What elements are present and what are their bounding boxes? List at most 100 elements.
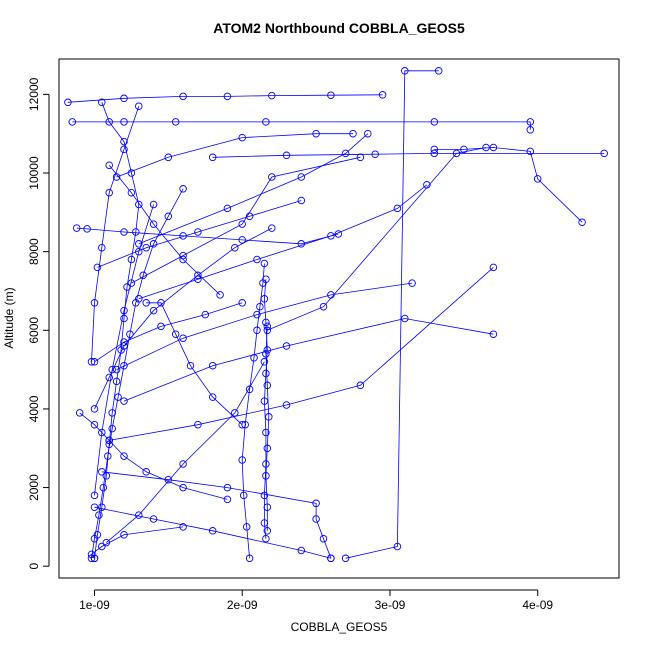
data-point <box>349 129 357 138</box>
data-point <box>179 334 187 342</box>
series-24 <box>90 200 158 500</box>
data-point <box>194 228 202 236</box>
data-point <box>135 240 143 248</box>
data-point <box>245 385 254 394</box>
data-point <box>104 452 112 460</box>
data-point <box>142 243 150 252</box>
y-tick-label: 12000 <box>27 77 41 111</box>
series-18 <box>127 153 365 287</box>
data-point <box>263 326 272 335</box>
data-point <box>319 302 328 311</box>
data-point <box>149 306 158 315</box>
data-point <box>253 310 261 319</box>
series-21 <box>87 523 187 563</box>
data-point <box>533 175 542 183</box>
data-point <box>90 503 99 511</box>
data-point <box>238 133 246 142</box>
data-point <box>90 554 99 563</box>
data-point <box>364 129 372 138</box>
data-point <box>356 381 365 390</box>
data-point <box>120 361 128 370</box>
data-point <box>378 91 387 99</box>
series-19 <box>135 129 372 248</box>
data-point <box>90 420 99 429</box>
data-point <box>157 299 165 307</box>
series-25 <box>90 224 276 413</box>
data-point <box>489 143 498 152</box>
data-point <box>312 499 320 508</box>
data-point <box>112 377 121 386</box>
data-point <box>105 373 113 382</box>
series-line <box>72 121 531 130</box>
data-point <box>72 224 81 232</box>
data-point <box>260 259 269 268</box>
data-point <box>90 405 99 413</box>
data-point <box>120 118 128 126</box>
data-point <box>268 91 276 100</box>
series-line <box>67 94 383 103</box>
series-line <box>94 204 154 496</box>
data-point <box>120 94 128 103</box>
data-point <box>297 173 306 181</box>
series-16 <box>98 468 335 563</box>
y-axis-label: Altitude (m) <box>2 287 16 348</box>
data-point <box>120 228 128 236</box>
data-point <box>83 225 91 233</box>
data-point <box>179 255 187 264</box>
series-13 <box>112 279 416 374</box>
series-22 <box>87 102 143 366</box>
y-tick-label: 10000 <box>27 156 41 190</box>
data-point <box>238 299 246 307</box>
data-point <box>268 173 276 181</box>
y-tick-label: 2000 <box>27 474 41 501</box>
data-point <box>282 151 291 160</box>
x-tick-label: 4e-09 <box>522 598 553 612</box>
data-point <box>126 330 134 338</box>
series-28 <box>75 409 232 504</box>
data-point <box>216 291 224 299</box>
data-point <box>120 397 128 405</box>
data-point <box>194 420 202 429</box>
chart-title: ATOM2 Northbound COBBLA_GEOS5 <box>213 20 465 36</box>
series-line <box>116 133 353 178</box>
data-point <box>223 204 232 213</box>
data-point <box>297 196 306 205</box>
data-point <box>120 338 128 346</box>
data-point <box>135 200 143 209</box>
data-point <box>194 275 202 283</box>
series-line <box>97 200 302 268</box>
data-point <box>98 98 106 107</box>
series-line <box>108 164 221 296</box>
data-point <box>263 444 272 453</box>
series-3 <box>260 275 272 543</box>
data-point <box>102 538 111 547</box>
series-line <box>91 106 140 362</box>
data-point <box>393 542 402 551</box>
series-line <box>109 267 494 441</box>
series-7 <box>208 149 608 162</box>
data-point <box>245 554 254 563</box>
series-line <box>94 102 140 559</box>
series-17 <box>90 503 335 563</box>
data-point <box>149 515 158 523</box>
data-point <box>327 291 335 299</box>
series-6 <box>341 67 443 563</box>
y-tick-label: 4000 <box>27 395 41 422</box>
series-30 <box>90 299 246 366</box>
series-27 <box>93 196 306 272</box>
data-point <box>120 531 128 539</box>
data-point <box>105 436 113 445</box>
data-point <box>526 147 535 156</box>
y-tick-label: 8000 <box>27 238 41 265</box>
data-point <box>179 483 187 492</box>
data-point <box>120 342 128 350</box>
data-point <box>526 118 535 126</box>
data-point <box>149 240 158 248</box>
data-point <box>164 212 173 221</box>
data-point <box>93 263 102 272</box>
x-tick-label: 1e-09 <box>79 598 110 612</box>
data-point <box>90 358 99 366</box>
series-line <box>123 318 494 402</box>
data-point <box>120 145 128 154</box>
